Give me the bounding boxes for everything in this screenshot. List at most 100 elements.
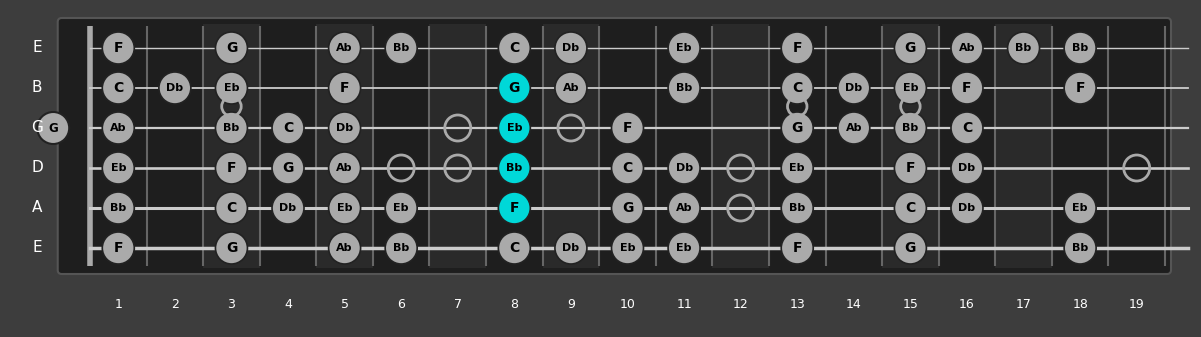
Text: Db: Db	[675, 163, 693, 173]
Circle shape	[498, 112, 531, 144]
Text: 8: 8	[510, 299, 519, 311]
Text: Db: Db	[562, 43, 580, 53]
Text: Eb: Eb	[336, 203, 352, 213]
Circle shape	[102, 112, 135, 144]
Text: Bb: Bb	[110, 203, 126, 213]
Text: F: F	[962, 81, 972, 95]
Text: Ab: Ab	[846, 123, 862, 133]
Text: Bb: Bb	[223, 123, 239, 133]
Circle shape	[895, 112, 926, 144]
Text: F: F	[793, 241, 802, 255]
Circle shape	[329, 32, 360, 64]
Text: Db: Db	[562, 243, 580, 253]
Text: E: E	[32, 40, 42, 56]
Text: F: F	[114, 241, 123, 255]
Circle shape	[215, 72, 247, 104]
Bar	[430, 24, 486, 268]
Text: Eb: Eb	[903, 83, 918, 93]
Circle shape	[498, 192, 531, 224]
Text: 10: 10	[620, 299, 635, 311]
Circle shape	[951, 72, 982, 104]
Text: Db: Db	[958, 163, 975, 173]
Text: Eb: Eb	[676, 243, 692, 253]
Text: Eb: Eb	[110, 163, 126, 173]
Text: 16: 16	[960, 299, 975, 311]
Text: C: C	[509, 41, 520, 55]
Circle shape	[951, 152, 982, 184]
Circle shape	[215, 32, 247, 64]
Text: 17: 17	[1016, 299, 1032, 311]
Text: Eb: Eb	[676, 43, 692, 53]
Text: Bb: Bb	[393, 243, 410, 253]
Circle shape	[215, 192, 247, 224]
Text: Bb: Bb	[1072, 243, 1088, 253]
Circle shape	[498, 32, 531, 64]
Text: C: C	[906, 201, 915, 215]
Text: D: D	[31, 160, 43, 176]
Text: 14: 14	[846, 299, 861, 311]
Circle shape	[37, 112, 70, 144]
Text: Eb: Eb	[1072, 203, 1088, 213]
Text: F: F	[509, 201, 519, 215]
Text: A: A	[31, 201, 42, 215]
Text: Bb: Bb	[393, 43, 410, 53]
Circle shape	[895, 72, 926, 104]
Text: C: C	[509, 241, 520, 255]
Text: B: B	[31, 81, 42, 95]
Circle shape	[781, 192, 813, 224]
Text: 2: 2	[171, 299, 179, 311]
Circle shape	[838, 72, 870, 104]
Circle shape	[611, 232, 644, 264]
Circle shape	[271, 192, 304, 224]
Circle shape	[611, 192, 644, 224]
Circle shape	[498, 152, 531, 184]
Bar	[996, 24, 1052, 268]
Text: G: G	[282, 161, 294, 175]
Circle shape	[215, 232, 247, 264]
Circle shape	[1064, 232, 1097, 264]
Text: F: F	[1075, 81, 1085, 95]
Circle shape	[271, 152, 304, 184]
Circle shape	[555, 32, 587, 64]
Circle shape	[895, 152, 926, 184]
Text: Bb: Bb	[789, 203, 806, 213]
Circle shape	[215, 112, 247, 144]
Circle shape	[668, 32, 700, 64]
Text: C: C	[793, 81, 802, 95]
Circle shape	[895, 32, 926, 64]
Text: 4: 4	[285, 299, 292, 311]
Circle shape	[668, 232, 700, 264]
Bar	[712, 24, 769, 268]
Bar	[543, 24, 599, 268]
Circle shape	[386, 192, 417, 224]
Circle shape	[781, 232, 813, 264]
Text: C: C	[113, 81, 124, 95]
Text: G: G	[48, 122, 58, 134]
Text: 7: 7	[454, 299, 461, 311]
Text: Ab: Ab	[336, 43, 353, 53]
Circle shape	[668, 152, 700, 184]
Text: 1: 1	[114, 299, 123, 311]
Circle shape	[102, 32, 135, 64]
Text: C: C	[962, 121, 972, 135]
Circle shape	[668, 72, 700, 104]
Text: 13: 13	[789, 299, 805, 311]
Text: 11: 11	[676, 299, 692, 311]
Text: 9: 9	[567, 299, 575, 311]
Text: C: C	[226, 201, 237, 215]
Text: Ab: Ab	[563, 83, 579, 93]
Circle shape	[329, 72, 360, 104]
Circle shape	[611, 112, 644, 144]
Circle shape	[1064, 32, 1097, 64]
Circle shape	[1064, 192, 1097, 224]
Text: G: G	[904, 241, 916, 255]
Text: Eb: Eb	[620, 243, 635, 253]
Circle shape	[668, 192, 700, 224]
Text: Ab: Ab	[336, 243, 353, 253]
Circle shape	[781, 112, 813, 144]
Circle shape	[159, 72, 191, 104]
Text: Bb: Bb	[1072, 43, 1088, 53]
Text: 15: 15	[902, 299, 919, 311]
Circle shape	[215, 152, 247, 184]
Text: Db: Db	[336, 123, 353, 133]
